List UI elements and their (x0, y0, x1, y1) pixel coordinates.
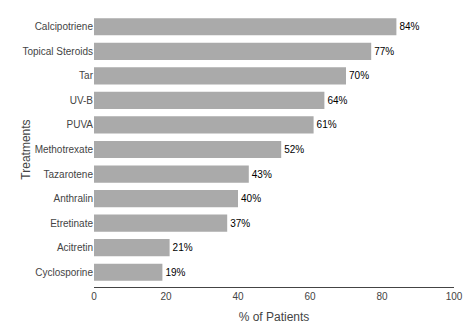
svg-text:61%: 61% (317, 119, 337, 130)
svg-text:Etretinate: Etretinate (50, 218, 93, 229)
svg-text:60: 60 (304, 291, 316, 302)
svg-text:PUVA: PUVA (67, 119, 94, 130)
svg-text:Treatments: Treatments (19, 119, 33, 179)
svg-text:37%: 37% (230, 218, 250, 229)
svg-text:77%: 77% (374, 46, 394, 57)
svg-text:% of Patients: % of Patients (239, 310, 310, 324)
svg-text:52%: 52% (284, 144, 304, 155)
svg-text:70%: 70% (349, 70, 369, 81)
svg-text:40%: 40% (241, 193, 261, 204)
svg-text:Methotrexate: Methotrexate (35, 144, 94, 155)
svg-text:80: 80 (376, 291, 388, 302)
svg-text:84%: 84% (399, 21, 419, 32)
svg-text:43%: 43% (252, 169, 272, 180)
svg-text:Tar: Tar (79, 70, 94, 81)
svg-text:40: 40 (232, 291, 244, 302)
svg-text:100: 100 (446, 291, 463, 302)
svg-text:64%: 64% (327, 95, 347, 106)
svg-text:Acitretin: Acitretin (57, 242, 93, 253)
svg-text:20: 20 (160, 291, 172, 302)
svg-text:19%: 19% (165, 267, 185, 278)
svg-text:Cyclosporine: Cyclosporine (35, 267, 93, 278)
svg-text:0: 0 (91, 291, 97, 302)
svg-text:UV-B: UV-B (70, 95, 94, 106)
svg-text:Tazarotene: Tazarotene (44, 169, 94, 180)
svg-text:21%: 21% (173, 242, 193, 253)
svg-text:Topical Steroids: Topical Steroids (22, 46, 93, 57)
svg-text:Calcipotriene: Calcipotriene (35, 21, 94, 32)
svg-text:Anthralin: Anthralin (54, 193, 93, 204)
